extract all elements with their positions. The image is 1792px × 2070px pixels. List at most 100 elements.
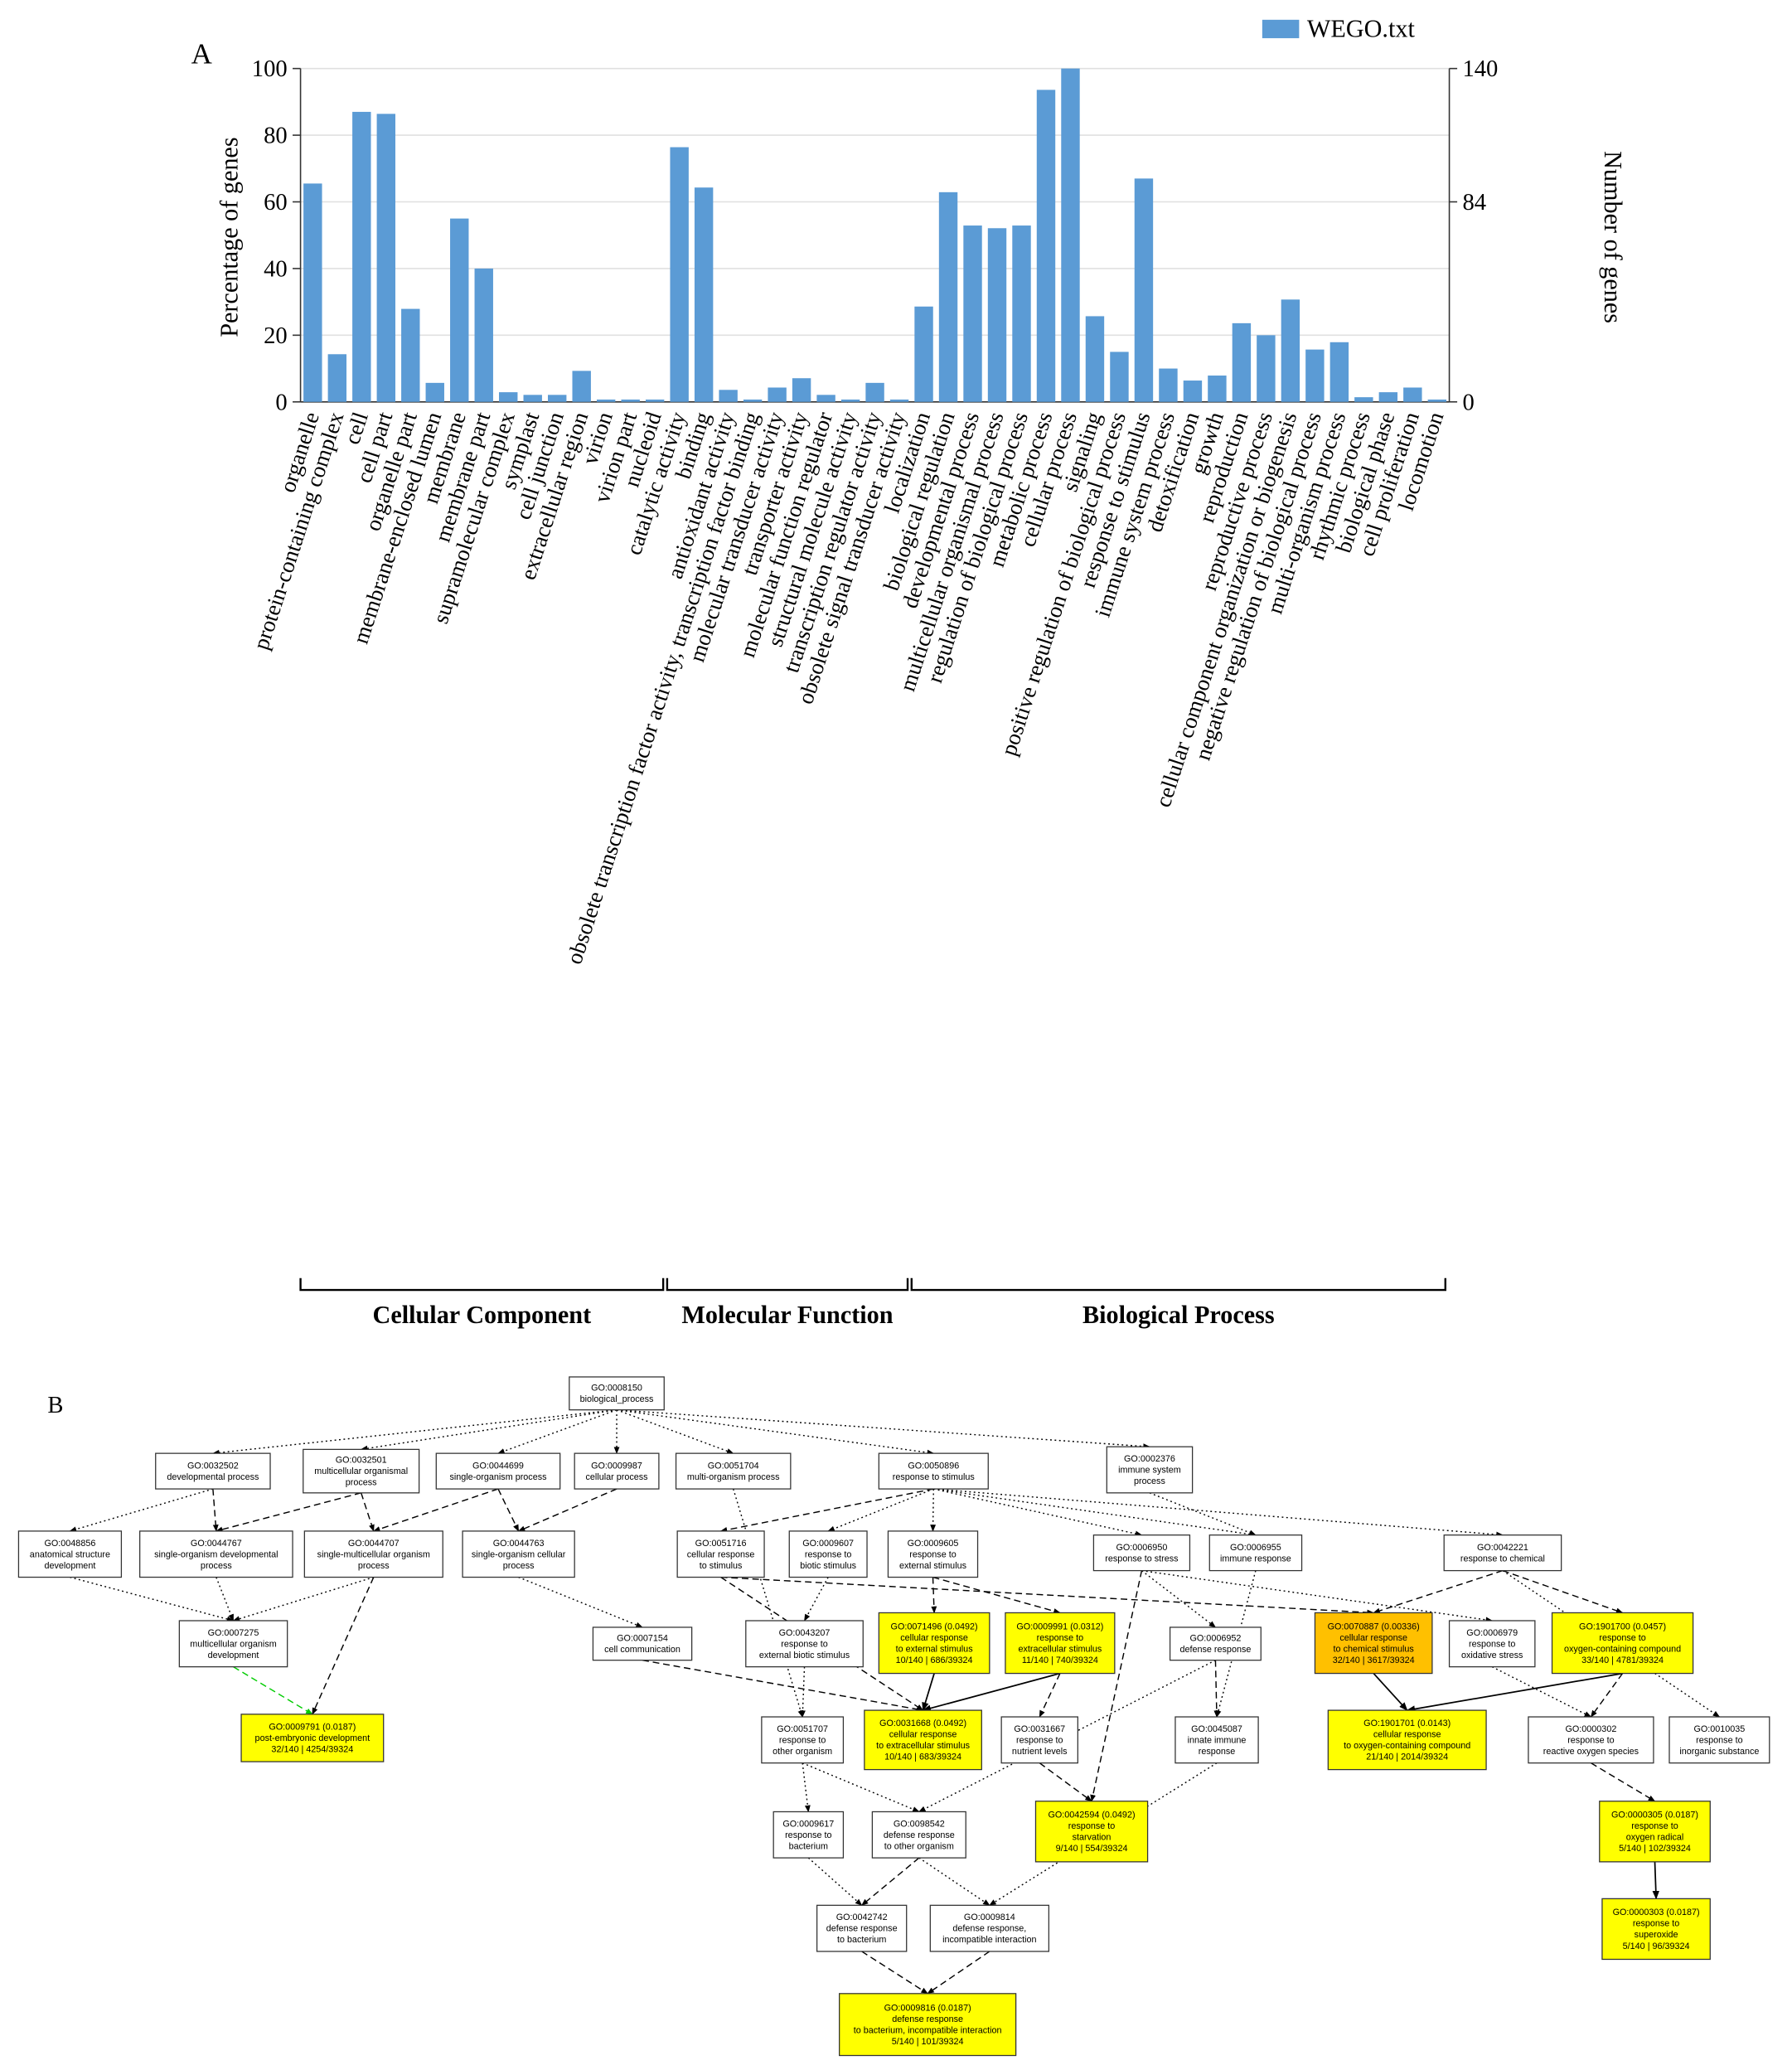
bar bbox=[1427, 399, 1447, 402]
node-box bbox=[1208, 1534, 1303, 1572]
panel-label: A bbox=[191, 37, 212, 70]
node-text: other organism bbox=[772, 1747, 832, 1757]
bar bbox=[1208, 376, 1227, 402]
edge bbox=[1373, 1672, 1408, 1711]
node-box bbox=[816, 1904, 908, 1952]
node-text: incompatible interaction bbox=[942, 1935, 1036, 1945]
node-box bbox=[155, 1452, 271, 1490]
node-text: process bbox=[1134, 1476, 1165, 1486]
node-text: development bbox=[208, 1651, 259, 1660]
node-text: response to stimulus bbox=[893, 1472, 976, 1482]
node-text: response to bbox=[781, 1639, 827, 1649]
node-text: to extracellular stimulus bbox=[876, 1741, 970, 1751]
node-text: inorganic substance bbox=[1679, 1747, 1759, 1757]
node-text: to bacterium bbox=[837, 1935, 886, 1945]
edge bbox=[69, 1488, 214, 1533]
edge bbox=[616, 1408, 1150, 1450]
bar bbox=[376, 114, 395, 402]
node-box bbox=[1106, 1446, 1194, 1494]
node-text: to chemical stimulus bbox=[1334, 1644, 1415, 1654]
edge bbox=[933, 1488, 1257, 1537]
node-box bbox=[178, 1620, 288, 1668]
node-box bbox=[864, 1709, 982, 1771]
node-text: response to bbox=[779, 1735, 826, 1745]
node-text: GO:0042742 bbox=[836, 1912, 888, 1922]
node-text: cellular process bbox=[586, 1472, 649, 1482]
edge bbox=[861, 1857, 920, 1906]
node-text: GO:0044767 bbox=[191, 1539, 242, 1549]
bar bbox=[1134, 178, 1154, 402]
node-text: GO:0006955 bbox=[1230, 1543, 1281, 1553]
node-text: single-organism process bbox=[449, 1472, 547, 1482]
node-box bbox=[676, 1530, 765, 1578]
edge bbox=[216, 1492, 361, 1533]
node-box bbox=[569, 1376, 665, 1411]
node-text: GO:1901701 (0.0143) bbox=[1363, 1719, 1451, 1728]
node-text: GO:0002376 bbox=[1124, 1454, 1175, 1464]
edge bbox=[1141, 1570, 1217, 1628]
node-text: process bbox=[503, 1561, 535, 1571]
node-text: response to bbox=[1633, 1919, 1679, 1929]
node-text: defense response bbox=[1180, 1645, 1252, 1655]
node-text: cellular response bbox=[687, 1549, 755, 1559]
node-text: GO:0051716 bbox=[695, 1539, 747, 1549]
node-text: GO:1901700 (0.0457) bbox=[1579, 1622, 1666, 1631]
node-text: GO:0070887 (0.00336) bbox=[1328, 1622, 1420, 1631]
edge bbox=[1090, 1570, 1143, 1802]
node-box bbox=[435, 1452, 561, 1490]
edge bbox=[518, 1576, 643, 1628]
node-text: GO:0009814 bbox=[964, 1912, 1015, 1922]
node-text: GO:0042221 bbox=[1477, 1543, 1528, 1553]
node-box bbox=[303, 1448, 420, 1494]
node-box bbox=[1092, 1534, 1191, 1572]
node-box bbox=[1000, 1716, 1078, 1764]
node-text: GO:0098542 bbox=[894, 1819, 945, 1829]
node-text: response to bbox=[1068, 1821, 1115, 1831]
bar bbox=[1183, 381, 1203, 402]
edge bbox=[361, 1492, 375, 1532]
bar bbox=[963, 225, 982, 402]
edge bbox=[720, 1576, 1375, 1616]
edge bbox=[719, 1488, 934, 1533]
node-text: to bacterium, incompatible interaction bbox=[854, 2025, 1002, 2035]
node-box bbox=[1327, 1709, 1487, 1771]
node-box bbox=[745, 1620, 864, 1668]
edge bbox=[932, 1576, 1061, 1614]
node-text: response to bbox=[909, 1549, 956, 1559]
node-text: 21/140 | 2014/39324 bbox=[1366, 1752, 1448, 1762]
node-text: bacterium bbox=[789, 1841, 828, 1851]
node-text: GO:0009607 bbox=[802, 1539, 854, 1549]
edge bbox=[232, 1576, 375, 1622]
edge bbox=[933, 1488, 1143, 1537]
node-text: development bbox=[45, 1561, 96, 1571]
bar bbox=[1159, 368, 1178, 402]
y-tick-label: 60 bbox=[264, 190, 288, 216]
node-text: GO:0032502 bbox=[187, 1461, 239, 1471]
node-text: GO:0010035 bbox=[1693, 1724, 1745, 1734]
bar bbox=[425, 382, 444, 402]
node-box bbox=[1034, 1801, 1149, 1863]
bar bbox=[840, 399, 860, 402]
node-text: response to chemical bbox=[1460, 1554, 1545, 1563]
edge bbox=[212, 1489, 219, 1532]
node-box bbox=[1448, 1620, 1536, 1668]
bar bbox=[327, 354, 347, 402]
edge bbox=[807, 1857, 863, 1906]
node-text: post-embryonic development bbox=[255, 1733, 371, 1743]
y2-tick-label: 0 bbox=[1462, 390, 1474, 415]
y-axis-title: Percentage of genes bbox=[215, 137, 243, 337]
node-text: GO:0051707 bbox=[777, 1724, 828, 1734]
node-text: process bbox=[346, 1478, 377, 1488]
node-text: GO:0031668 (0.0492) bbox=[879, 1719, 966, 1728]
y-tick-label: 0 bbox=[275, 390, 287, 415]
bar bbox=[1232, 322, 1252, 402]
